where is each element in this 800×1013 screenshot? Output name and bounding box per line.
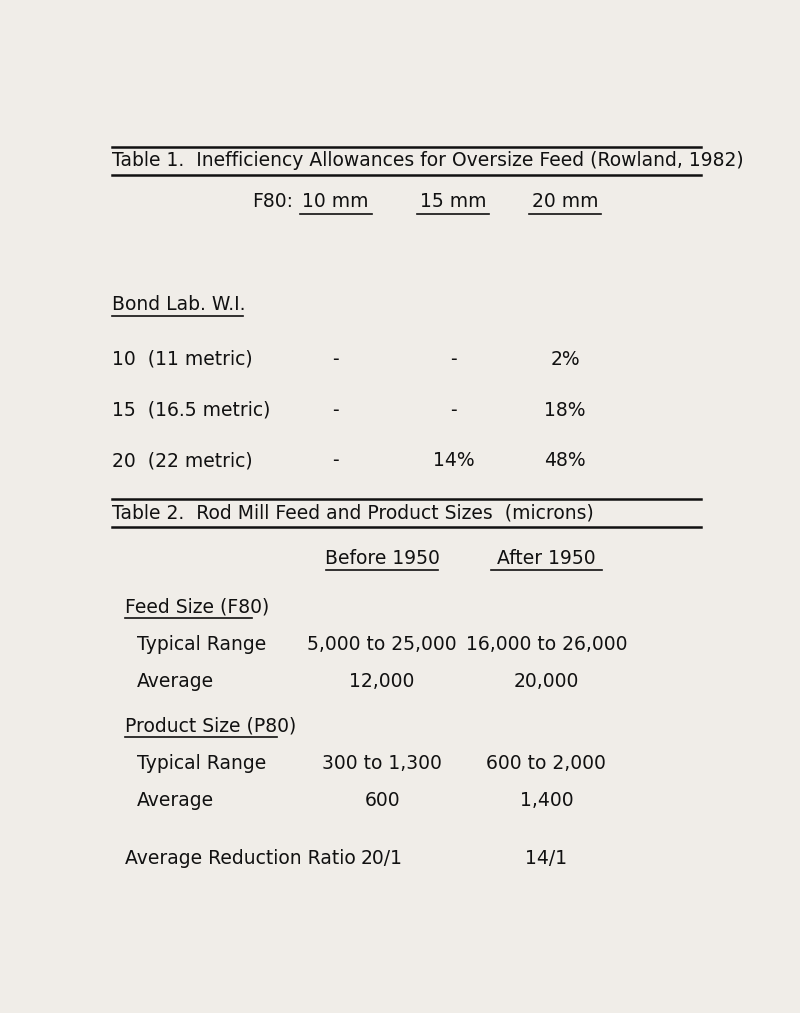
Text: 20/1: 20/1 [361, 849, 403, 868]
Text: Typical Range: Typical Range [138, 635, 266, 653]
Text: -: - [332, 452, 339, 470]
Text: Table 1.  Inefficiency Allowances for Oversize Feed (Rowland, 1982): Table 1. Inefficiency Allowances for Ove… [112, 151, 744, 170]
Text: Table 2.  Rod Mill Feed and Product Sizes  (microns): Table 2. Rod Mill Feed and Product Sizes… [112, 503, 594, 523]
Text: Average: Average [138, 672, 214, 691]
Text: F80:: F80: [252, 191, 293, 211]
Text: 48%: 48% [544, 452, 586, 470]
Text: Average Reduction Ratio: Average Reduction Ratio [125, 849, 355, 868]
Text: 14%: 14% [433, 452, 474, 470]
Text: 5,000 to 25,000: 5,000 to 25,000 [307, 635, 457, 653]
Text: Typical Range: Typical Range [138, 754, 266, 773]
Text: 18%: 18% [544, 401, 586, 419]
Text: 300 to 1,300: 300 to 1,300 [322, 754, 442, 773]
Text: Before 1950: Before 1950 [325, 549, 439, 568]
Text: 10  (11 metric): 10 (11 metric) [112, 349, 253, 369]
Text: 20 mm: 20 mm [532, 191, 598, 211]
Text: 14/1: 14/1 [526, 849, 567, 868]
Text: 12,000: 12,000 [350, 672, 414, 691]
Text: 16,000 to 26,000: 16,000 to 26,000 [466, 635, 627, 653]
Text: 1,400: 1,400 [519, 791, 574, 810]
Text: Bond Lab. W.I.: Bond Lab. W.I. [112, 296, 246, 314]
Text: 20  (22 metric): 20 (22 metric) [112, 452, 253, 470]
Text: Average: Average [138, 791, 214, 810]
Text: 20,000: 20,000 [514, 672, 579, 691]
Text: 15  (16.5 metric): 15 (16.5 metric) [112, 401, 270, 419]
Text: 15 mm: 15 mm [420, 191, 486, 211]
Text: -: - [450, 349, 457, 369]
Text: -: - [332, 349, 339, 369]
Text: Feed Size (F80): Feed Size (F80) [125, 598, 269, 616]
Text: 2%: 2% [550, 349, 580, 369]
Text: After 1950: After 1950 [497, 549, 596, 568]
Text: 600 to 2,000: 600 to 2,000 [486, 754, 606, 773]
Text: 10 mm: 10 mm [302, 191, 369, 211]
Text: 600: 600 [364, 791, 400, 810]
Text: -: - [450, 401, 457, 419]
Text: Product Size (P80): Product Size (P80) [125, 716, 296, 735]
Text: -: - [332, 401, 339, 419]
